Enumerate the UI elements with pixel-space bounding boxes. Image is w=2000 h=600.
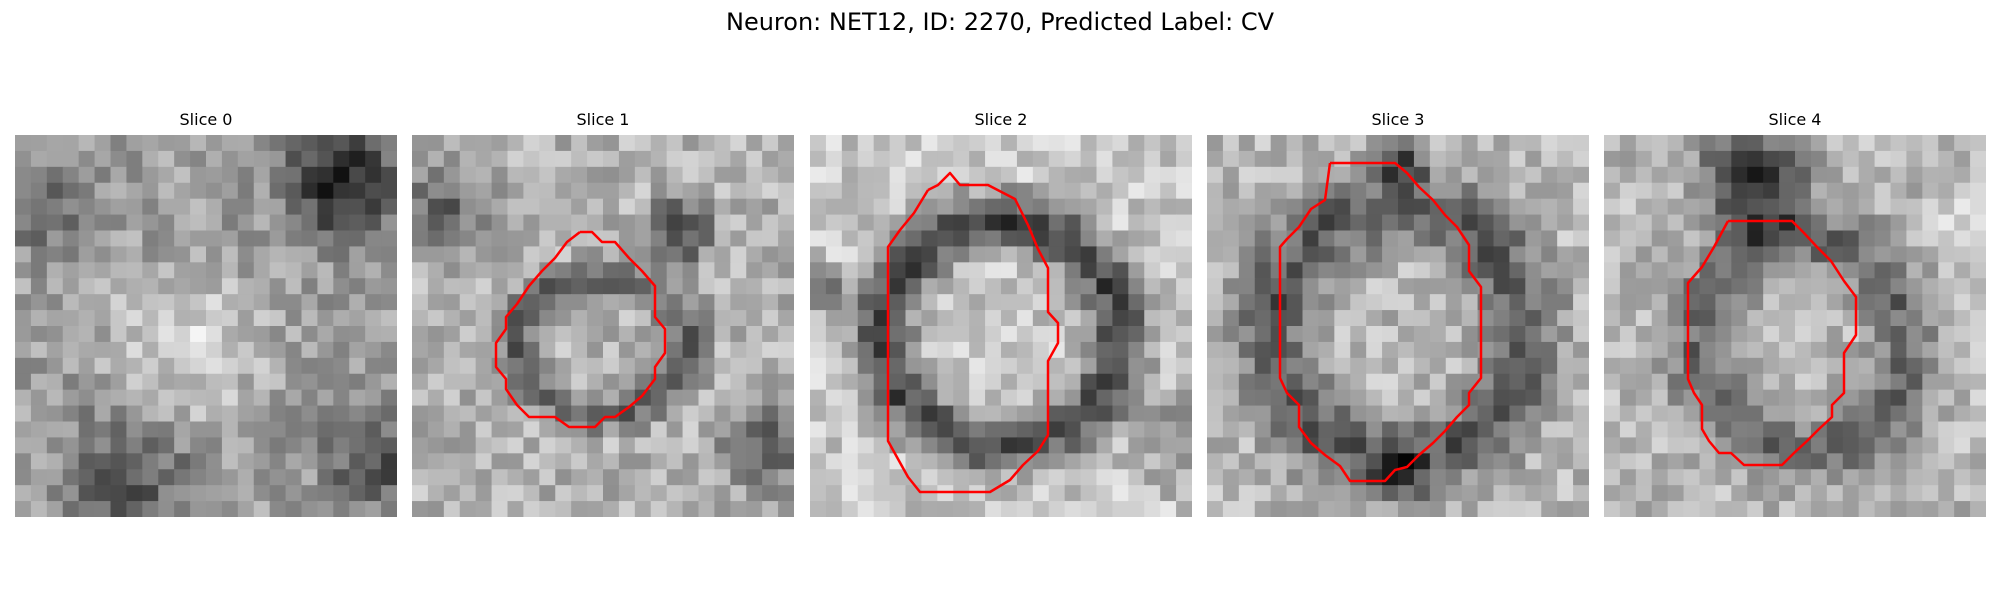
panel-title-slice-2: Slice 2 [974,110,1028,129]
slice-3-image [1207,135,1589,517]
slice-0-pixels [15,135,397,517]
slice-0-image [15,135,397,517]
slice-4-pixels [1604,135,1986,517]
slice-4-image [1604,135,1986,517]
panel-title-slice-3: Slice 3 [1371,110,1425,129]
slice-3-contour [1278,161,1483,483]
panel-title-slice-0: Slice 0 [179,110,233,129]
panel-title-slice-4: Slice 4 [1768,110,1822,129]
slice-1-contour [494,230,667,429]
figure-title: Neuron: NET12, ID: 2270, Predicted Label… [726,8,1274,36]
slice-2-pixels [810,135,1192,517]
slice-1-image [412,135,794,517]
slice-2-contour [886,171,1060,494]
slice-4-contour [1686,219,1858,467]
slice-2-image [810,135,1192,517]
slice-3-pixels [1207,135,1589,517]
slice-1-pixels [412,135,794,517]
panel-title-slice-1: Slice 1 [576,110,630,129]
